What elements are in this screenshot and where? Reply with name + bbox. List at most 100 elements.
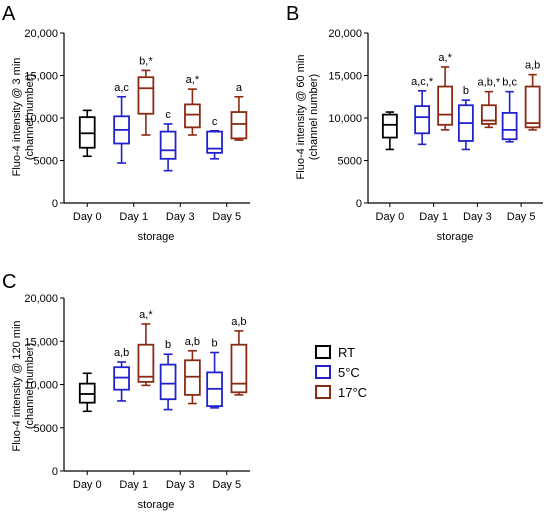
x-tick-label: Day 0 <box>73 479 102 491</box>
legend-label: 5°C <box>338 365 360 380</box>
box-iqr <box>524 85 541 129</box>
box-iqr <box>501 112 518 141</box>
significance-annotation: b,* <box>139 55 153 67</box>
box-plot <box>78 109 96 158</box>
box-plot: b <box>159 339 177 411</box>
box-iqr <box>480 104 497 125</box>
y-tick-label: 15,000 <box>24 336 58 348</box>
box-plot: a,b <box>524 60 541 131</box>
legend-label: RT <box>338 345 355 360</box>
significance-annotation: a,b <box>185 336 200 348</box>
y-axis-title-line-1: Fluo-4 intensity @ 3 min <box>11 58 23 177</box>
x-tick-label: Day 1 <box>119 211 148 223</box>
y-axis-title-line-2: (channel number) <box>24 74 36 160</box>
y-tick-label: 10,000 <box>24 380 58 392</box>
y-tick-label: 5000 <box>338 156 362 168</box>
box-plot: b,* <box>137 55 155 136</box>
y-tick-label: 15,000 <box>24 71 58 83</box>
y-tick-label: 0 <box>52 466 58 478</box>
panel-a: A Fluo-4 intensity @ 3 min (channel numb… <box>2 3 250 243</box>
significance-annotation: a,b <box>525 60 540 72</box>
x-axis-title: storage <box>437 231 474 243</box>
significance-annotation: b,c <box>502 77 517 89</box>
x-tick-label: Day 5 <box>212 479 241 491</box>
significance-annotation: a,c,* <box>411 76 434 88</box>
box-iqr <box>137 76 155 115</box>
significance-annotation: c <box>212 116 218 128</box>
box-plot: a,b,* <box>478 77 501 129</box>
panel-label: B <box>286 3 299 25</box>
box-plot: a,* <box>437 52 454 131</box>
box-plot <box>381 111 398 151</box>
x-tick-label: Day 1 <box>419 211 448 223</box>
legend-label: 17°C <box>338 385 367 400</box>
box-iqr <box>184 103 201 129</box>
box-plot: a,b <box>113 347 130 402</box>
panel-b: B Fluo-4 intensity @ 60 min (channel num… <box>286 3 543 243</box>
significance-annotation: a,b <box>231 316 246 328</box>
x-axis-title: storage <box>138 231 175 243</box>
legend: RT 5°C 17°C <box>315 345 367 400</box>
y-tick-label: 15,000 <box>328 71 362 83</box>
box-plot: a,* <box>137 309 155 387</box>
x-tick-label: Day 0 <box>73 211 102 223</box>
box-iqr <box>437 85 454 126</box>
y-tick-label: 20,000 <box>328 28 362 40</box>
significance-annotation: b <box>212 337 218 349</box>
panel-c: C Fluo-4 intensity @ 120 min (channel nu… <box>2 271 250 511</box>
legend-item-rt: RT <box>315 345 355 360</box>
box-plot: b <box>206 337 223 409</box>
x-tick-label: Day 5 <box>212 211 241 223</box>
legend-item-5c: 5°C <box>315 365 360 380</box>
y-tick-label: 10,000 <box>328 113 362 125</box>
significance-annotation: a <box>236 82 243 94</box>
y-tick-label: 10,000 <box>24 113 58 125</box>
y-axis-title-line-2: (channel number) <box>24 343 36 429</box>
box-plot: a,* <box>184 74 201 136</box>
significance-annotation: a,* <box>438 52 452 64</box>
legend-swatch <box>315 385 331 399</box>
x-axis-title: storage <box>138 499 175 511</box>
y-axis-title-line-2: (channel number) <box>308 74 320 160</box>
significance-annotation: a,* <box>186 74 200 86</box>
significance-annotation: a,* <box>139 309 153 321</box>
y-axis-title-line-1: Fluo-4 intensity @ 60 min <box>295 55 307 180</box>
box-iqr <box>381 113 398 139</box>
x-tick-label: Day 3 <box>166 211 195 223</box>
significance-annotation: a,c <box>114 82 129 94</box>
y-tick-label: 5000 <box>34 423 58 435</box>
box-plot: a,b <box>184 336 201 405</box>
box-plot: b,c <box>501 77 518 143</box>
significance-annotation: c <box>165 109 171 121</box>
significance-annotation: a,b,* <box>478 77 501 89</box>
panel-label: C <box>2 271 16 293</box>
box-iqr <box>159 130 177 160</box>
legend-item-17c: 17°C <box>315 385 367 400</box>
box-plot: b <box>457 85 474 151</box>
y-tick-label: 0 <box>356 198 362 210</box>
x-tick-label: Day 5 <box>507 211 536 223</box>
y-tick-label: 20,000 <box>24 28 58 40</box>
x-tick-label: Day 1 <box>119 479 148 491</box>
box-plot: a,c,* <box>411 76 434 146</box>
box-plot: c <box>206 116 223 160</box>
box-iqr <box>414 105 431 135</box>
panel-label: A <box>2 3 16 25</box>
significance-annotation: b <box>165 339 171 351</box>
box-plot: a,c <box>113 82 130 164</box>
box-iqr <box>206 130 223 154</box>
box-iqr <box>137 343 155 383</box>
box-plot: a,b <box>230 316 248 396</box>
significance-annotation: a,b <box>114 347 129 359</box>
box-iqr <box>230 343 248 394</box>
legend-swatch <box>315 365 331 379</box>
box-iqr <box>159 363 177 401</box>
legend-swatch <box>315 345 331 359</box>
x-tick-label: Day 3 <box>463 211 492 223</box>
x-tick-label: Day 0 <box>376 211 405 223</box>
significance-annotation: b <box>463 85 469 97</box>
y-axis-title-line-1: Fluo-4 intensity @ 120 min <box>11 320 23 451</box>
y-tick-label: 5000 <box>34 156 58 168</box>
y-tick-label: 20,000 <box>24 293 58 305</box>
